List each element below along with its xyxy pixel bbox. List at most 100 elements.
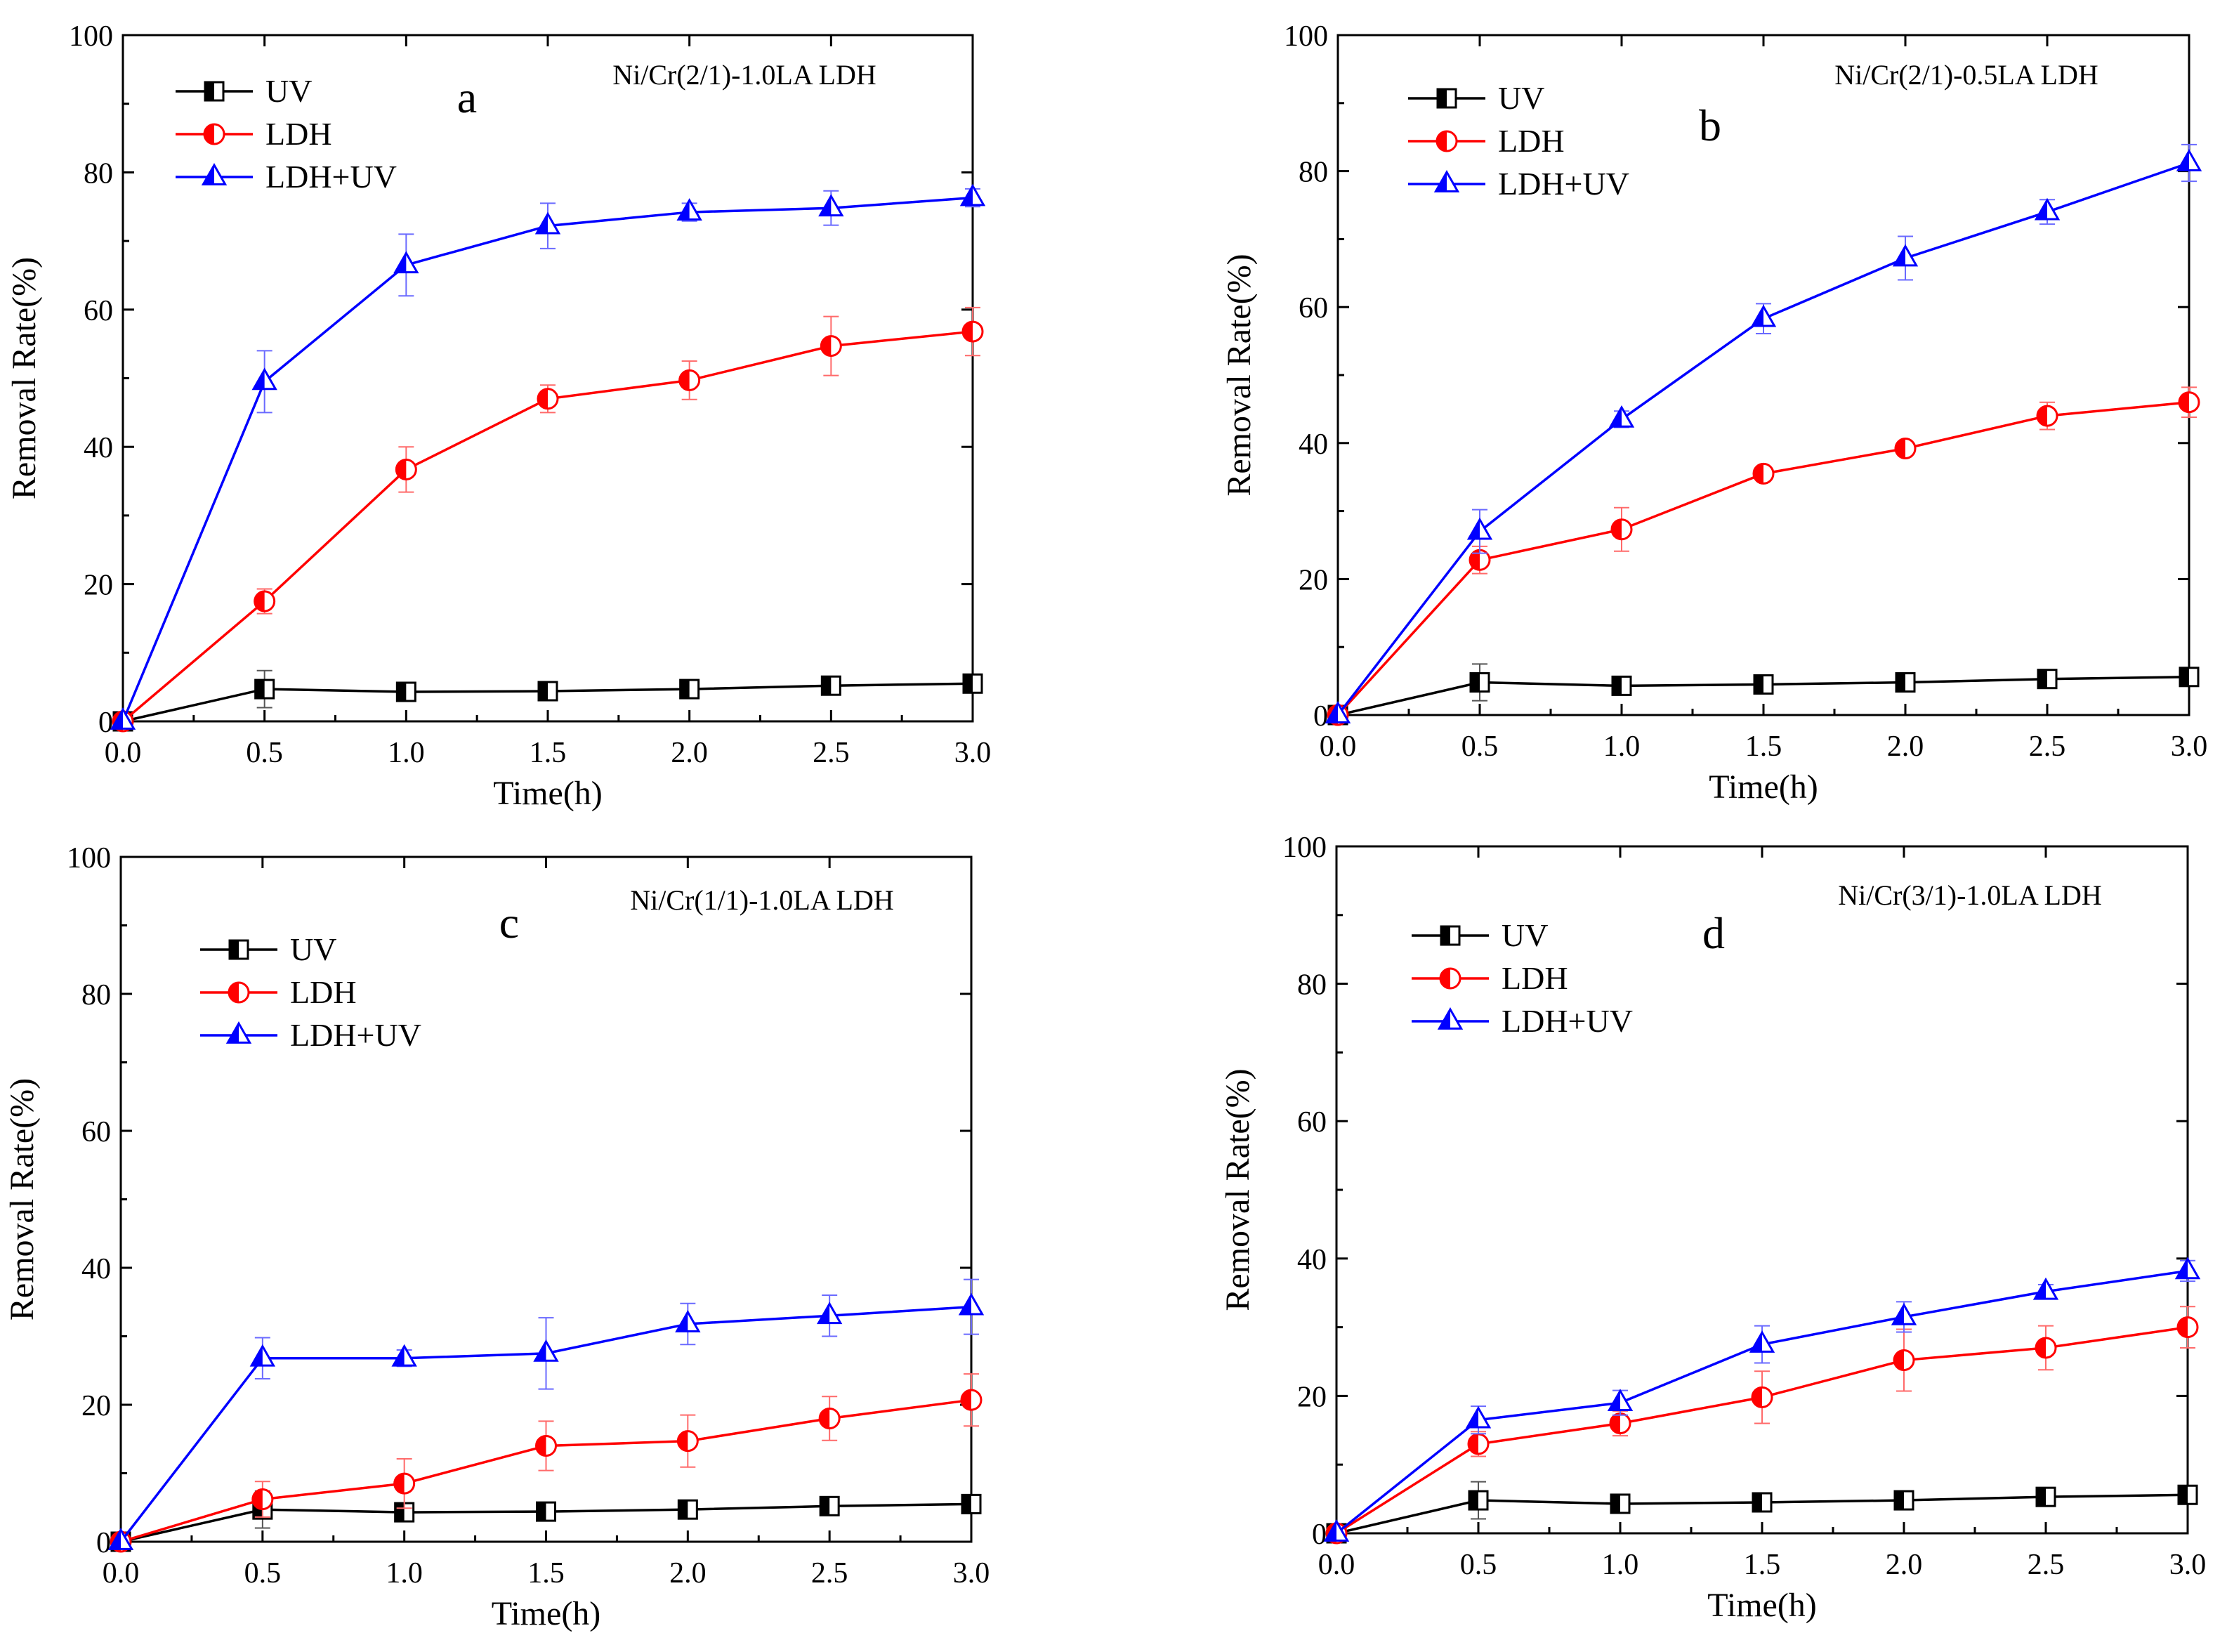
data-point bbox=[677, 1499, 698, 1520]
x-tick-label: 0.0 bbox=[105, 737, 142, 769]
data-point-fill bbox=[2036, 199, 2047, 220]
data-point bbox=[960, 1389, 983, 1411]
y-axis-title: Removal Rate(%) bbox=[1219, 1068, 1256, 1311]
data-point-fill bbox=[678, 1431, 688, 1451]
legend-label: LDH+UV bbox=[290, 1017, 421, 1053]
x-axis-title: Time(h) bbox=[493, 775, 603, 812]
data-point-fill bbox=[963, 322, 973, 342]
data-point-fill bbox=[2035, 1279, 2046, 1299]
legend-marker bbox=[1440, 925, 1461, 946]
plot-frame bbox=[121, 34, 974, 723]
data-point bbox=[676, 198, 702, 221]
series-ldh-uv bbox=[1325, 143, 2202, 723]
series-ldh-uv bbox=[1323, 1257, 2201, 1542]
y-tick-label: 60 bbox=[1299, 292, 1328, 324]
panel-letter: b bbox=[1699, 100, 1721, 150]
data-point bbox=[1610, 518, 1633, 541]
data-point-fill bbox=[396, 459, 407, 480]
data-point-fill bbox=[818, 1304, 830, 1323]
data-point bbox=[1610, 1493, 1631, 1514]
data-point-fill bbox=[1894, 1350, 1904, 1370]
data-point-fill bbox=[251, 1346, 263, 1366]
legend-marker bbox=[1437, 1007, 1464, 1030]
y-tick-label: 60 bbox=[81, 1116, 111, 1148]
x-tick-label: 2.0 bbox=[1886, 1549, 1923, 1581]
data-point bbox=[2035, 1486, 2056, 1507]
data-point-fill bbox=[254, 591, 265, 612]
x-tick-label: 1.5 bbox=[1745, 730, 1782, 763]
y-tick-label: 100 bbox=[1282, 832, 1327, 864]
data-point-fill bbox=[1752, 306, 1763, 327]
x-tick-label: 0.5 bbox=[1460, 1549, 1497, 1581]
data-point bbox=[959, 183, 986, 206]
y-tick-label: 0 bbox=[1312, 1519, 1327, 1551]
data-point-fill bbox=[961, 185, 973, 205]
data-point bbox=[534, 211, 561, 235]
data-point bbox=[678, 369, 701, 391]
legend-marker-fill bbox=[229, 983, 239, 1002]
data-point bbox=[1609, 1412, 1631, 1435]
data-point bbox=[961, 320, 984, 343]
data-point-fill bbox=[2038, 669, 2047, 688]
data-point bbox=[395, 681, 416, 702]
legend-marker-fill bbox=[1441, 926, 1450, 945]
data-point bbox=[962, 673, 983, 694]
chart-panel-d: 0.0 0.5 1.0 1.5 2.0 2.5 3.0 0 20 40 60 80 100 Time(h)… bbox=[1219, 832, 2206, 1624]
x-tick-label: 2.5 bbox=[2029, 730, 2066, 763]
data-point-fill bbox=[534, 1341, 546, 1361]
data-point-fill bbox=[822, 676, 832, 695]
data-point-fill bbox=[1752, 1387, 1762, 1408]
data-point bbox=[1751, 1386, 1773, 1408]
legend-marker-fill bbox=[230, 940, 239, 959]
x-tick-label: 3.0 bbox=[953, 1557, 990, 1589]
data-point-fill bbox=[1610, 1413, 1620, 1434]
data-point-fill bbox=[678, 1500, 688, 1519]
data-point bbox=[393, 251, 419, 274]
y-tick-label: 40 bbox=[1299, 428, 1328, 461]
data-point bbox=[820, 335, 842, 358]
series-ldh bbox=[112, 306, 984, 733]
sample-annotation: Ni/Cr(2/1)-0.5LA LDH bbox=[1834, 59, 2098, 91]
legend-marker-fill bbox=[203, 165, 214, 185]
legend: UV LDH LDH+UV bbox=[176, 73, 397, 195]
x-tick-label: 2.0 bbox=[669, 1557, 707, 1589]
data-point-fill bbox=[1468, 1434, 1478, 1454]
data-point-fill bbox=[2179, 1486, 2188, 1504]
data-point bbox=[537, 681, 558, 702]
data-point-fill bbox=[536, 1436, 546, 1456]
data-point-fill bbox=[679, 370, 690, 391]
data-point bbox=[533, 1339, 559, 1362]
data-point-fill bbox=[539, 682, 548, 701]
data-point-fill bbox=[2180, 667, 2189, 686]
legend-label: UV bbox=[265, 73, 312, 109]
data-point bbox=[254, 678, 275, 700]
x-tick-label: 1.5 bbox=[530, 737, 567, 769]
data-point-fill bbox=[821, 336, 832, 356]
data-point bbox=[1891, 1302, 1917, 1325]
y-tick-label: 40 bbox=[81, 1253, 111, 1285]
data-point bbox=[1895, 672, 1916, 693]
y-tick-label: 40 bbox=[1297, 1244, 1327, 1276]
data-point-fill bbox=[678, 200, 690, 220]
legend-marker-fill bbox=[1437, 131, 1447, 151]
series-ldh-uv bbox=[107, 1278, 985, 1550]
y-tick-label: 0 bbox=[1313, 700, 1328, 733]
legend-label: UV bbox=[290, 931, 336, 967]
legend-label: LDH bbox=[1502, 960, 1568, 996]
data-point-fill bbox=[537, 1502, 546, 1521]
x-tick-label: 2.0 bbox=[671, 737, 708, 769]
data-point bbox=[2037, 669, 2058, 690]
data-point-fill bbox=[2179, 392, 2189, 412]
data-point-fill bbox=[1751, 1332, 1762, 1352]
y-tick-label: 60 bbox=[84, 295, 113, 327]
data-point-fill bbox=[1611, 1494, 1620, 1513]
data-point-fill bbox=[397, 682, 407, 701]
data-point-fill bbox=[254, 369, 265, 389]
data-point bbox=[2036, 405, 2058, 427]
data-point bbox=[1749, 1330, 1775, 1353]
data-point bbox=[249, 1344, 276, 1367]
data-point-fill bbox=[964, 674, 973, 693]
data-point bbox=[1465, 1405, 1492, 1429]
data-point-fill bbox=[962, 1495, 971, 1514]
